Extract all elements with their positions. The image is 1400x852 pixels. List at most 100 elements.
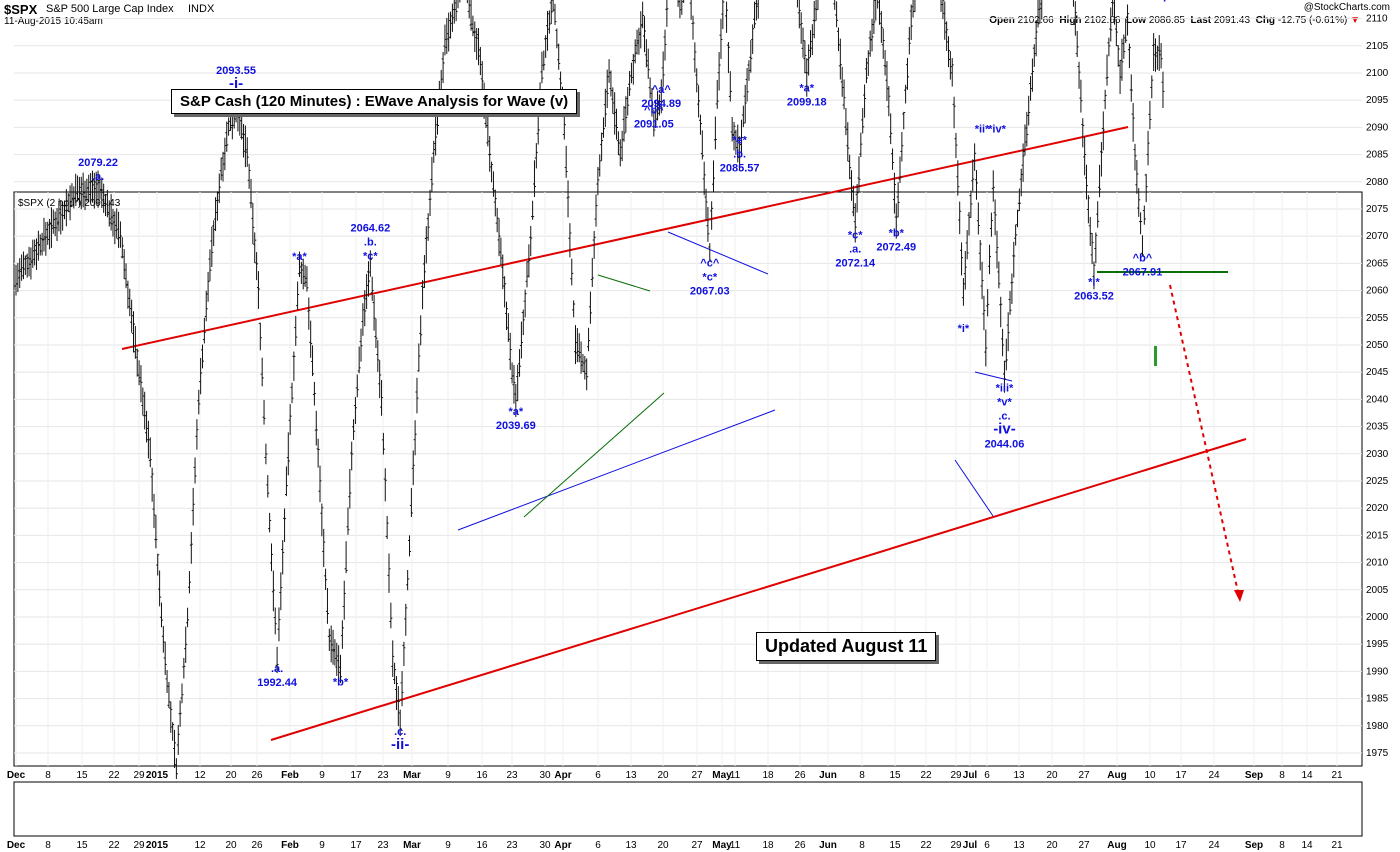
- projection-arrow-line: [1169, 284, 1239, 593]
- x-tick-label: 23: [506, 840, 518, 851]
- y-tick-label: 2060: [1366, 286, 1389, 297]
- y-tick-label: 1990: [1366, 666, 1389, 677]
- wave-label: *iv*: [988, 123, 1006, 135]
- chg-value: -12.75 (-0.61%): [1277, 15, 1348, 26]
- lower-channel-line: [270, 438, 1247, 741]
- triangle-upper-line: [597, 274, 651, 292]
- y-tick-label: 2095: [1366, 95, 1389, 106]
- wave-iv-line-a: [954, 459, 994, 517]
- y-tick-label: 2070: [1366, 231, 1389, 242]
- x-tick-label: 20: [1046, 840, 1058, 851]
- x-tick-label: May: [712, 840, 732, 851]
- wave-label: *v*: [997, 396, 1012, 408]
- x-tick-label: Jul: [963, 840, 978, 851]
- wave-label: *c*: [848, 230, 863, 242]
- y-tick-label: 1980: [1366, 721, 1389, 732]
- title-box: S&P Cash (120 Minutes) : EWave Analysis …: [171, 89, 578, 114]
- x-tick-label: 6: [595, 840, 601, 851]
- wave-label: .b.: [733, 148, 746, 160]
- y-tick-label: 2030: [1366, 449, 1389, 460]
- x-tick-label: Aug: [1107, 770, 1126, 781]
- projection-arrow-head: [1234, 590, 1244, 602]
- x-tick-label: 17: [350, 840, 362, 851]
- x-tick-label: 17: [1175, 770, 1187, 781]
- wave-label: *a*: [508, 406, 523, 418]
- chg-label: Chg: [1255, 15, 1276, 26]
- x-tick-label: Feb: [281, 770, 299, 781]
- x-axis: Dec 8 15 22 29 2015 12 20 26 Feb 9 17 23 Mar 9 16 23 30 Ap…: [7, 770, 1343, 781]
- wave-label: .c.: [394, 726, 406, 738]
- brand-label[interactable]: @StockCharts.com: [1303, 2, 1390, 13]
- y-tick-label: 2050: [1366, 340, 1389, 351]
- x-tick-label: 20: [657, 770, 669, 781]
- x-tick-label: Jun: [819, 840, 837, 851]
- header-symbol: $SPX: [4, 2, 38, 17]
- y-tick-label: 2045: [1366, 367, 1389, 378]
- high-label: High: [1059, 15, 1082, 26]
- x-tick-label: 29: [950, 840, 962, 851]
- wave-label: *c*: [702, 271, 717, 283]
- y-tick-label: 2075: [1366, 204, 1389, 215]
- wave-label: *a*: [799, 82, 814, 94]
- gridlines: [14, 18, 1362, 766]
- x-tick-label: 24: [1208, 770, 1220, 781]
- x-tick-label: 9: [319, 770, 325, 781]
- x-tick-label: 8: [1279, 770, 1285, 781]
- wave-label: ?: [1161, 0, 1168, 5]
- low-value: 2086.85: [1148, 15, 1185, 26]
- wave-label: *iii*: [996, 382, 1014, 394]
- x-tick-label: 22: [108, 770, 120, 781]
- wave-label: .b.: [364, 236, 377, 248]
- x-tick-label: 15: [76, 840, 88, 851]
- y-tick-label: 1975: [1366, 748, 1389, 759]
- x-tick-label: 27: [1078, 840, 1090, 851]
- y-tick-label: 2010: [1366, 558, 1389, 569]
- wave-labels: 2079.22 .a. 2093.55-i- .c. .a. 1992.44 *a* 2064…: [78, 0, 1168, 753]
- wave-label: *c*: [363, 250, 378, 262]
- x-tick-label: 9: [445, 840, 451, 851]
- x-tick-label: 21: [1331, 770, 1343, 781]
- wave-label: -iv-: [993, 420, 1016, 437]
- wave-label: 2063.52: [1074, 290, 1114, 302]
- x-tick-label: 13: [1013, 840, 1025, 851]
- x-tick-label: 18: [762, 770, 774, 781]
- x-tick-label: 12: [194, 840, 206, 851]
- x-tick-label: Dec: [7, 770, 26, 781]
- wave-iv-line-b: [974, 371, 1013, 382]
- x-tick-label: 10: [1144, 770, 1156, 781]
- update-box: Updated August 11: [756, 632, 937, 661]
- x-tick-label: 27: [691, 840, 703, 851]
- open-label: Open: [989, 15, 1015, 26]
- x-tick-label: 24: [1208, 840, 1220, 851]
- x-tick-label: 6: [984, 770, 990, 781]
- header-exchange: INDX: [188, 3, 215, 15]
- x-tick-label: 20: [225, 840, 237, 851]
- x-tick-label: Aug: [1107, 840, 1126, 851]
- wave-label: 2044.06: [985, 438, 1025, 450]
- y-tick-label: 2025: [1366, 476, 1389, 487]
- wave-label: 2085.57: [720, 162, 760, 174]
- plot-frame: [13, 191, 1363, 767]
- header-name: S&P 500 Large Cap Index: [46, 3, 174, 15]
- x-tick-label: 20: [225, 770, 237, 781]
- triangle-lower-line: [523, 392, 665, 518]
- x-tick-label: 26: [251, 770, 263, 781]
- x-tick-label: 21: [1331, 840, 1343, 851]
- y-tick-label: 2085: [1366, 150, 1389, 161]
- x-tick-label: 15: [889, 770, 901, 781]
- chart-legend: $SPX (2 hour) 2091.43: [18, 198, 121, 209]
- x-tick-label: 6: [595, 770, 601, 781]
- wave-label: 2039.69: [496, 420, 536, 432]
- wave-label: 2072.14: [835, 258, 876, 270]
- x-tick-label: 30: [539, 840, 551, 851]
- current-bar: [1154, 346, 1157, 366]
- x-tick-label: 27: [691, 770, 703, 781]
- x-tick-label: 30: [539, 770, 551, 781]
- wave-label: *i*: [958, 323, 970, 335]
- last-label: Last: [1190, 15, 1212, 26]
- y-tick-label: 2015: [1366, 530, 1389, 541]
- y-tick-label: 2080: [1366, 177, 1389, 188]
- x-tick-label: 18: [762, 840, 774, 851]
- x-axis-bottom: Dec 8 15 22 29 2015 12 20 26 Feb 9 17 23 Mar 9 16 23 30 Ap…: [7, 840, 1343, 851]
- resistance-line: [667, 231, 769, 275]
